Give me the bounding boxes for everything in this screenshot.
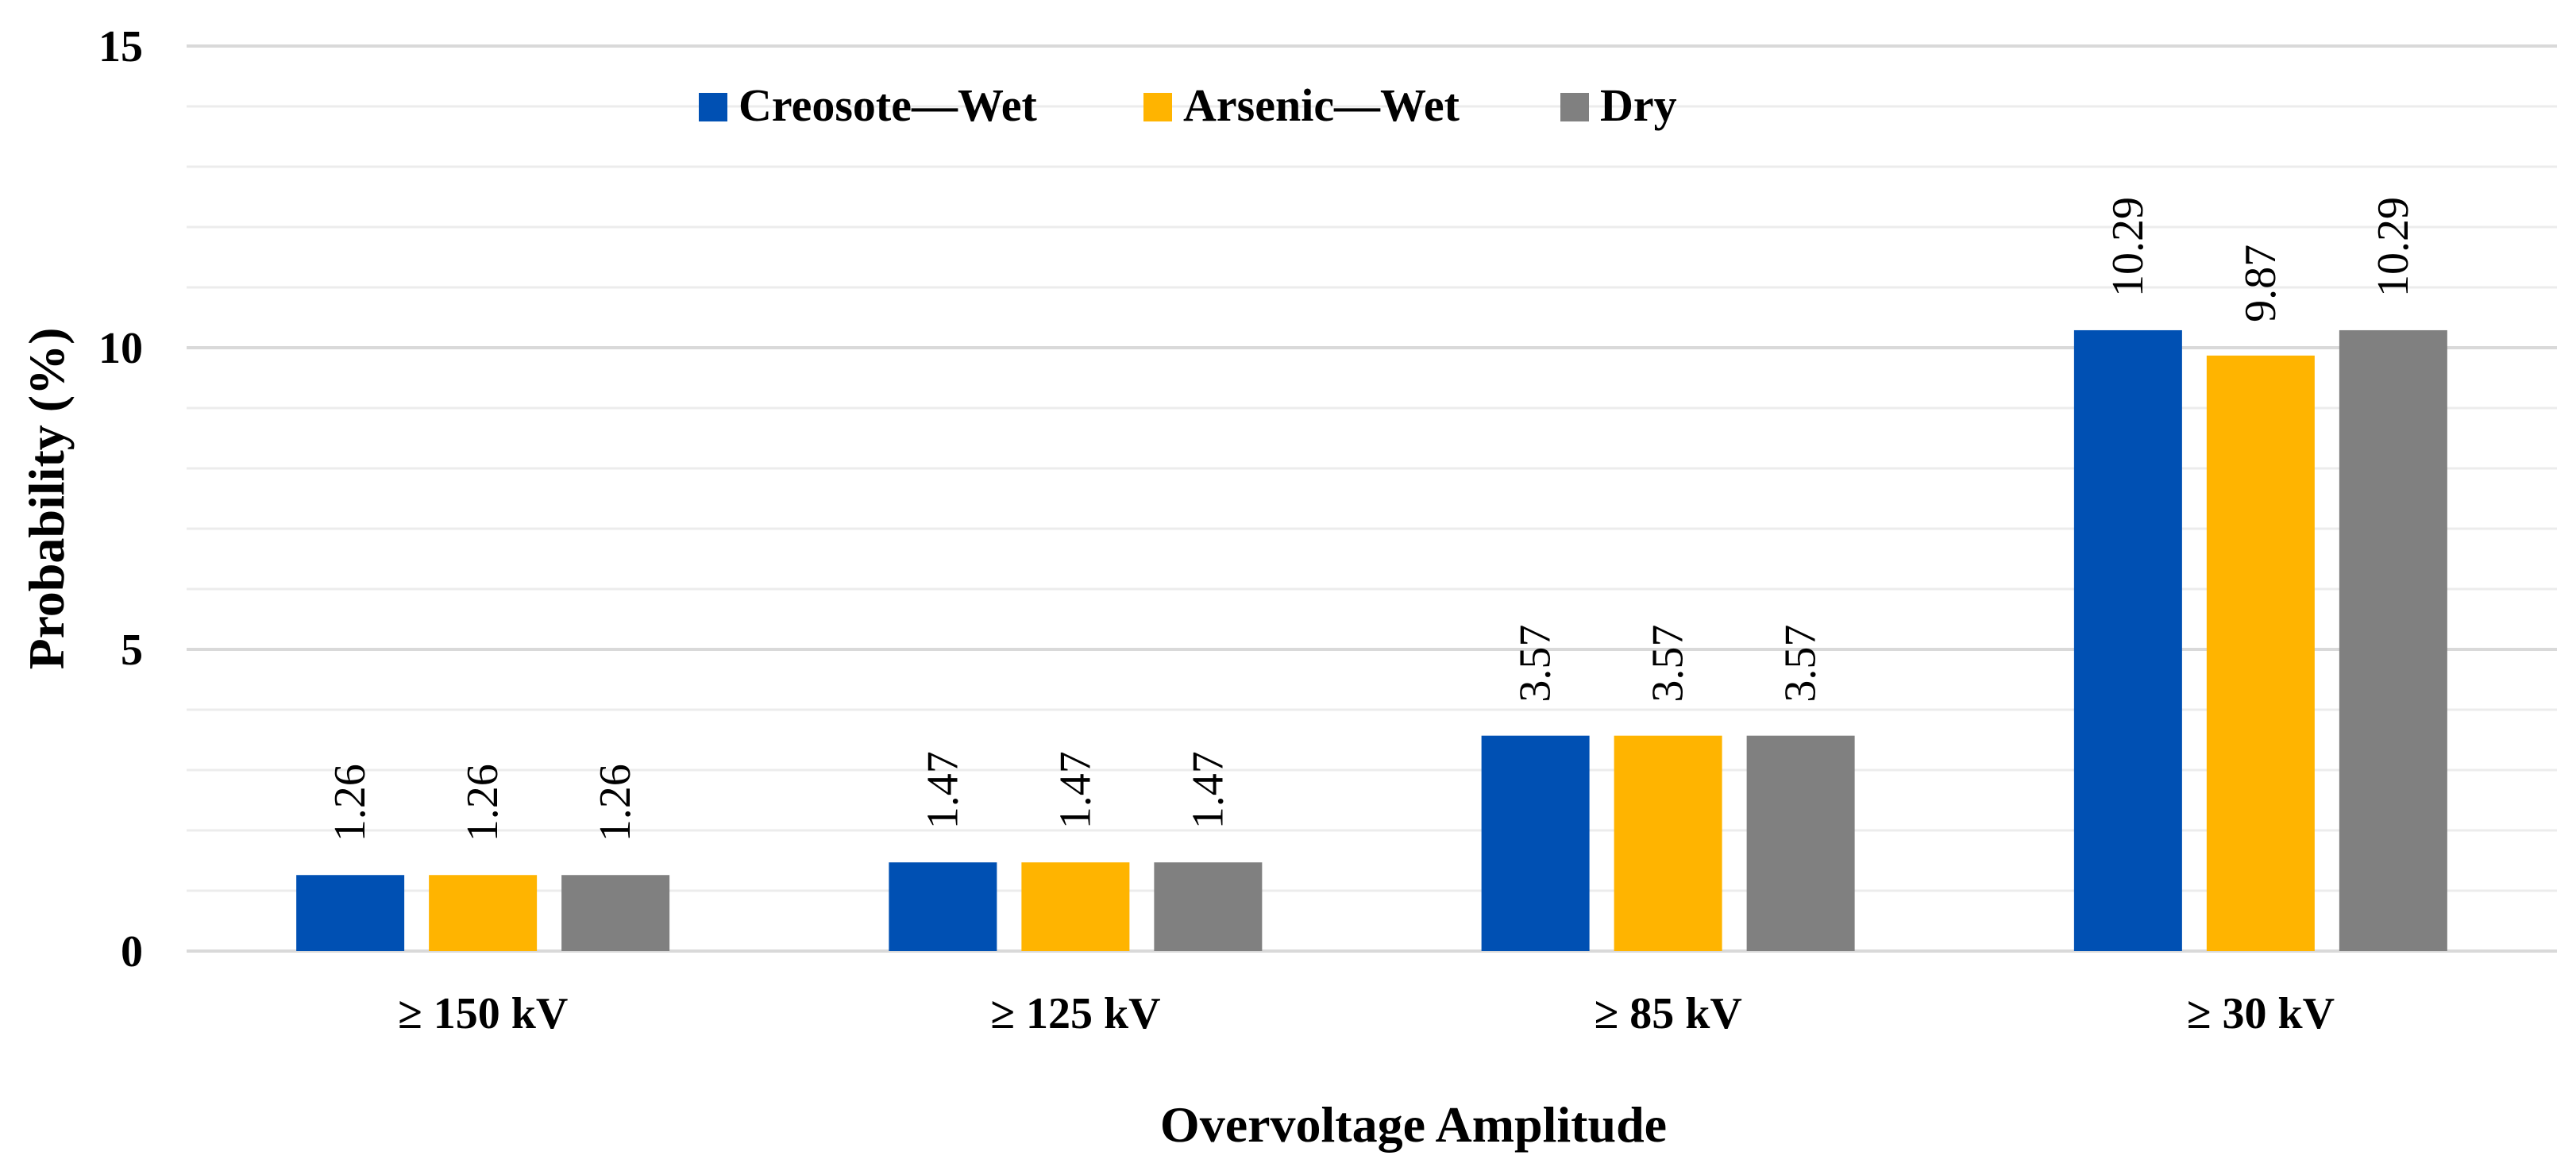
- data-label: 1.47: [1051, 751, 1100, 829]
- data-label: 10.29: [2104, 197, 2153, 297]
- bar: [1614, 735, 1722, 951]
- legend-label: Arsenic—Wet: [1183, 79, 1460, 131]
- x-tick-label: ≥ 85 kV: [1594, 989, 1741, 1038]
- data-label: 1.26: [326, 764, 375, 842]
- legend-swatch: [1560, 93, 1589, 121]
- bar: [889, 862, 997, 951]
- legend-swatch: [1143, 93, 1172, 121]
- bar: [429, 875, 538, 951]
- bar: [561, 875, 670, 951]
- legend-swatch: [699, 93, 727, 121]
- legend-label: Creosote—Wet: [738, 79, 1037, 131]
- bar: [1481, 735, 1590, 951]
- x-tick-label: ≥ 30 kV: [2187, 989, 2335, 1038]
- bar: [2206, 355, 2315, 951]
- y-tick-label: 5: [121, 626, 143, 675]
- bar: [296, 875, 405, 951]
- data-labels: 1.26 1.26 1.26 1.47 1.47 1.47 3.57 3.57 3.57 10.2…: [326, 197, 2418, 842]
- bar: [1746, 735, 1855, 951]
- data-label: 1.26: [458, 764, 507, 842]
- y-tick-label: 15: [98, 22, 143, 71]
- bar: [2339, 329, 2447, 952]
- data-label: 9.87: [2236, 245, 2285, 322]
- y-axis-title: Probability (%): [18, 328, 75, 670]
- bar: [1154, 862, 1263, 951]
- data-label: 1.26: [591, 764, 640, 842]
- data-label: 3.57: [1511, 625, 1560, 703]
- data-label: 1.47: [918, 751, 967, 829]
- legend-label: Dry: [1600, 79, 1677, 131]
- axes: 0 5 10 15 ≥ 150 kV ≥ 125 kV ≥ 85 kV ≥ 30 kV: [98, 22, 2335, 1038]
- x-tick-label: ≥ 150 kV: [398, 989, 568, 1038]
- data-label: 1.47: [1183, 751, 1232, 829]
- x-tick-label: ≥ 125 kV: [990, 989, 1160, 1038]
- legend: Creosote—Wet Arsenic—Wet Dry: [699, 79, 1677, 131]
- data-label: 3.57: [1644, 625, 1693, 703]
- x-axis-title: Overvoltage Amplitude: [1160, 1096, 1667, 1153]
- y-tick-label: 10: [98, 324, 143, 373]
- bar: [2073, 329, 2182, 952]
- gridlines: [187, 44, 2557, 953]
- bar: [1021, 862, 1130, 951]
- bars: [296, 329, 2447, 952]
- data-label: 3.57: [1776, 625, 1826, 703]
- y-tick-label: 0: [121, 927, 143, 976]
- data-label: 10.29: [2369, 197, 2418, 297]
